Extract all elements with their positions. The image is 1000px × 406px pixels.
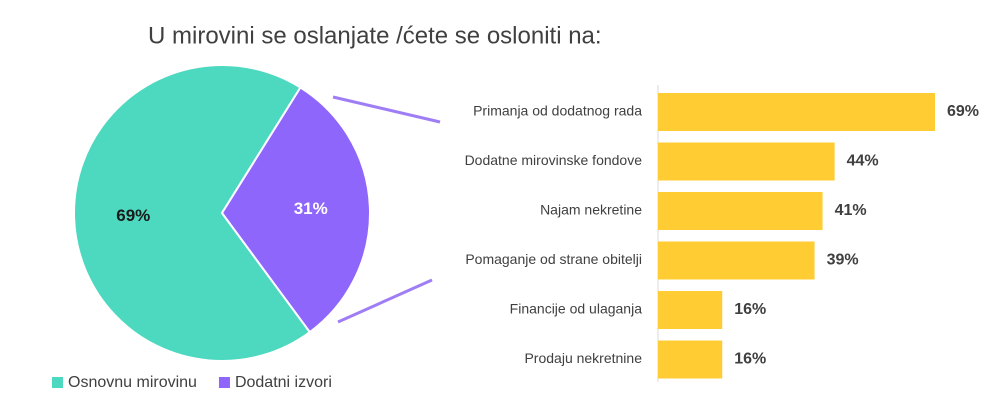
bar bbox=[658, 340, 723, 379]
bar bbox=[658, 241, 815, 280]
connector bbox=[332, 95, 441, 124]
legend-label: Dodatni izvori bbox=[235, 374, 332, 391]
bar bbox=[658, 142, 835, 181]
data-label: 69% bbox=[116, 206, 150, 225]
bar bbox=[658, 93, 935, 131]
chart-title: U mirovini se oslanjate /ćete se oslonit… bbox=[148, 22, 602, 49]
data-label: 39% bbox=[827, 252, 859, 269]
bar bbox=[658, 192, 823, 230]
data-label: 41% bbox=[835, 202, 867, 219]
category-label: Najam nekretine bbox=[540, 202, 642, 218]
category-label: Dodatne mirovinske fondove bbox=[465, 152, 643, 168]
legend-label: Osnovnu mirovinu bbox=[68, 374, 197, 391]
category-label: Pomaganje od strane obitelji bbox=[465, 251, 642, 267]
bar bbox=[658, 291, 723, 329]
legend-swatch bbox=[218, 377, 230, 388]
connector bbox=[337, 278, 433, 324]
category-label: Primanja od dodatnog rada bbox=[473, 103, 642, 119]
data-label: 16% bbox=[734, 351, 766, 368]
category-label: Prodaju nekretnine bbox=[524, 350, 642, 366]
data-label: 44% bbox=[847, 153, 879, 170]
category-label: Financije od ulaganja bbox=[510, 301, 643, 317]
pie-slice bbox=[220, 86, 371, 334]
data-label: 69% bbox=[947, 103, 979, 120]
pie-slice bbox=[73, 64, 312, 362]
data-label: 31% bbox=[294, 199, 328, 218]
legend-swatch bbox=[52, 377, 63, 388]
data-label: 16% bbox=[734, 301, 766, 318]
